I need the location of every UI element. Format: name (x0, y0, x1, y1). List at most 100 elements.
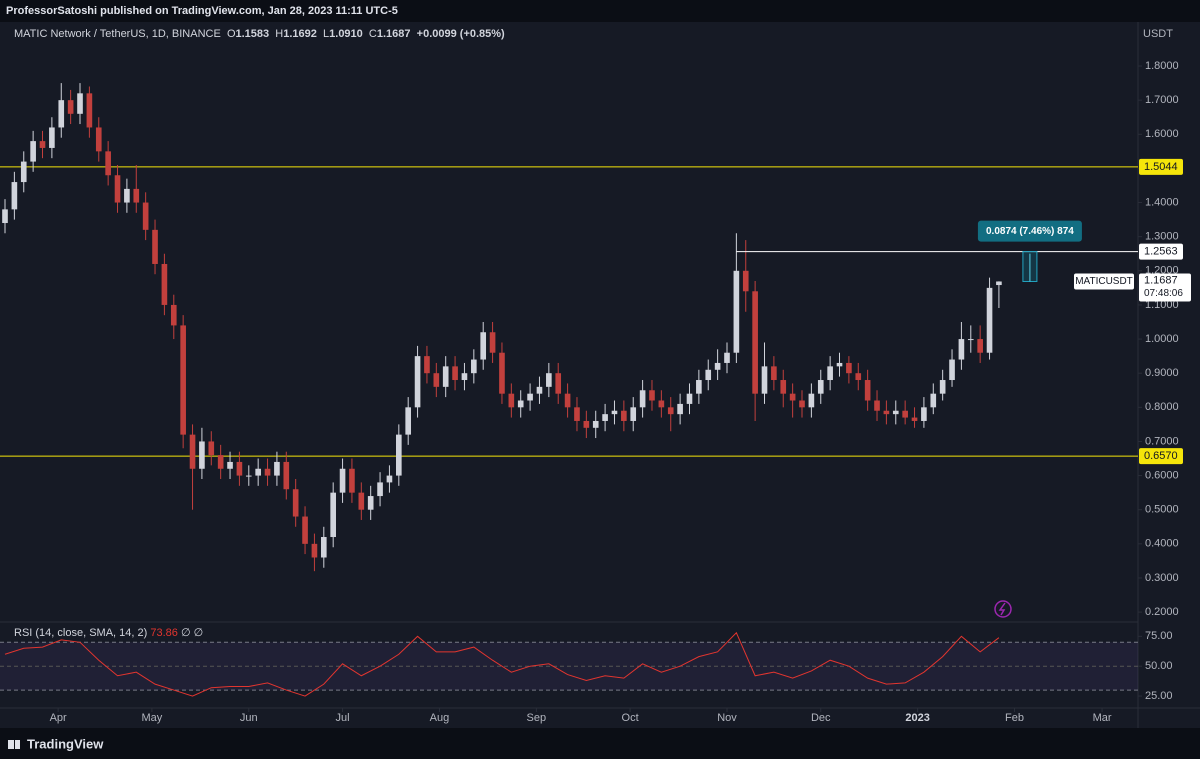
candle-body (133, 188, 140, 203)
candle-body (996, 281, 1002, 286)
change: +0.0099 (+0.85%) (416, 28, 505, 40)
candle-body (39, 141, 46, 148)
last-price: 1.1687 (1144, 274, 1178, 286)
level-label: 0.6570 (1144, 450, 1178, 462)
y-tick-label: 1.8000 (1145, 60, 1179, 72)
candle-body (564, 393, 571, 408)
top-bar (0, 0, 1200, 22)
candle-body (742, 270, 749, 292)
candle-body (142, 202, 149, 230)
measure-label-box (977, 220, 1082, 242)
x-tick-label: Sep (527, 712, 547, 724)
candle-body (442, 366, 449, 387)
candle-body (386, 475, 393, 483)
candle-body (574, 407, 580, 421)
ohlc-key: C (368, 28, 377, 40)
candle-body (161, 263, 168, 305)
y-tick-label: 1.6000 (1145, 128, 1179, 140)
candle-body (180, 325, 186, 435)
candle-body (967, 339, 974, 341)
rsi-tick-label: 25.00 (1145, 690, 1173, 702)
y-tick-label: 1.7000 (1145, 94, 1179, 106)
x-tick-label: Mar (1093, 712, 1112, 724)
ohlc-value: 1.1583 (235, 28, 270, 40)
candle-body (808, 393, 815, 408)
candle-body (114, 175, 121, 203)
candle-body (546, 373, 552, 387)
rsi-flags: ∅ ∅ (181, 627, 203, 639)
x-tick-label: Oct (622, 712, 639, 724)
candle-body (405, 407, 412, 435)
x-tick-label: Feb (1005, 712, 1024, 724)
symbol-legend: MATIC Network / TetherUS, 1D, BINANCE O1… (14, 28, 505, 40)
ohlc-key: O (226, 28, 236, 40)
candle-body (630, 407, 637, 421)
candle-body (714, 362, 721, 370)
footer-bar (0, 728, 1200, 759)
candle-body (621, 410, 627, 421)
candle-body (846, 362, 852, 374)
candle-body (105, 151, 111, 176)
candle-body (958, 339, 965, 360)
candle-body (480, 332, 487, 360)
y-tick-label: 1.4000 (1145, 196, 1179, 208)
candle-body (452, 366, 458, 381)
candle-body (611, 410, 618, 415)
candle-body (489, 332, 496, 353)
candle-body (461, 373, 468, 381)
candle-body (789, 393, 796, 401)
candle-body (555, 373, 562, 394)
candle-body (667, 407, 674, 415)
ohlc-key: H (275, 28, 284, 40)
x-tick-label: Aug (430, 712, 450, 724)
x-tick-label: May (142, 712, 163, 724)
candle-body (827, 366, 833, 381)
candle-body (367, 496, 374, 510)
symbol: MATIC Network / TetherUS, 1D, BINANCE (14, 28, 221, 40)
candle-body (517, 400, 524, 408)
tv-logo (8, 740, 20, 749)
candle-body (930, 393, 937, 408)
rsi-title: RSI (14, close, SMA, 14, 2) 73.86 ∅ ∅ (14, 627, 203, 639)
candle-body (49, 127, 55, 148)
candle-body (733, 270, 740, 353)
candle-body (536, 386, 543, 394)
y-tick-label: 0.5000 (1145, 504, 1179, 516)
y-tick-label: 0.9000 (1145, 367, 1179, 379)
candle-body (780, 380, 787, 394)
candle-body (236, 461, 243, 476)
y-tick-label: 0.6000 (1145, 469, 1179, 481)
candle-body (752, 291, 758, 394)
candle-body (95, 127, 102, 152)
candle-body (189, 434, 196, 469)
x-tick-label: Apr (50, 712, 67, 724)
candle-body (30, 141, 36, 162)
candle-body (921, 407, 927, 421)
candle-body (414, 356, 421, 408)
candle-body (67, 100, 74, 114)
candle-body (977, 339, 983, 353)
candle-body (771, 366, 777, 381)
candle-body (255, 468, 261, 476)
candle-body (939, 380, 946, 394)
price-line-label: 1.2563 (1144, 245, 1178, 257)
y-tick-label: 1.1000 (1145, 299, 1179, 311)
candle-body (311, 543, 318, 558)
candle-body (911, 417, 918, 421)
rsi-value: 73.86 (150, 627, 178, 639)
candle-body (639, 390, 646, 408)
rsi-title-text: RSI (14, close, SMA, 14, 2) (14, 627, 147, 639)
y-tick-label: 0.4000 (1145, 538, 1179, 550)
candle-body (77, 93, 83, 114)
symbol-label: MATICUSDT (1075, 276, 1133, 287)
candle-body (302, 516, 308, 544)
candle-body (358, 492, 365, 510)
x-tick-label: Nov (717, 712, 737, 724)
candle-body (320, 537, 327, 558)
candle-body (508, 393, 515, 408)
rsi-tick-label: 75.00 (1145, 630, 1173, 642)
candle-body (217, 455, 224, 469)
measure-label: 0.0874 (7.46%) 874 (986, 226, 1074, 237)
ohlc-value: 1.1692 (283, 28, 317, 40)
candle-body (864, 380, 871, 401)
